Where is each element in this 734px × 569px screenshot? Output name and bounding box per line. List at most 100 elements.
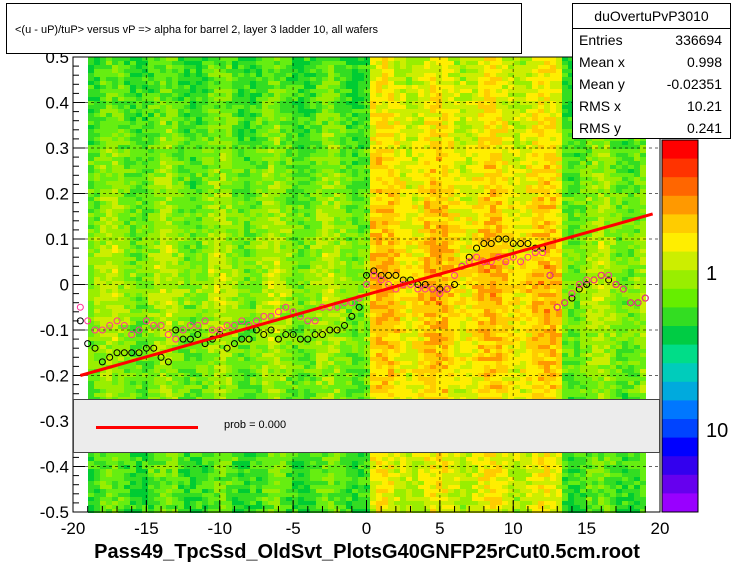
heatmap-cell: [118, 81, 124, 85]
heatmap-cell: [340, 161, 346, 165]
heatmap-cell: [316, 453, 322, 457]
heatmap-cell: [172, 169, 178, 173]
heatmap-cell: [316, 73, 322, 77]
heatmap-cell: [160, 333, 166, 337]
heatmap-cell: [256, 193, 262, 197]
heatmap-cell: [274, 109, 280, 113]
heatmap-cell: [214, 129, 220, 133]
heatmap-cell: [250, 461, 256, 465]
heatmap-cell: [130, 345, 136, 349]
heatmap-cell: [124, 377, 130, 381]
heatmap-cell: [136, 169, 142, 173]
heatmap-cell: [148, 65, 154, 69]
heatmap-cell: [340, 297, 346, 301]
heatmap-cell: [100, 213, 106, 217]
heatmap-cell: [268, 385, 274, 389]
heatmap-cell: [298, 321, 304, 325]
heatmap-cell: [142, 497, 148, 501]
heatmap-cell: [148, 161, 154, 165]
heatmap-cell: [256, 93, 262, 97]
heatmap-cell: [238, 133, 244, 137]
heatmap-cell: [100, 477, 106, 481]
heatmap-cell: [196, 317, 202, 321]
heatmap-cell: [262, 361, 268, 365]
heatmap-cell: [190, 333, 196, 337]
heatmap-cell: [286, 133, 292, 137]
heatmap-cell: [136, 257, 142, 261]
heatmap-cell: [238, 381, 244, 385]
heatmap-cell: [280, 361, 286, 365]
heatmap-cell: [346, 73, 352, 77]
heatmap-cell: [340, 477, 346, 481]
heatmap-cell: [214, 269, 220, 273]
heatmap-cell: [232, 273, 238, 277]
heatmap-cell: [256, 265, 262, 269]
heatmap-cell: [268, 117, 274, 121]
heatmap-cell: [298, 505, 304, 509]
heatmap-cell: [280, 85, 286, 89]
heatmap-cell: [88, 353, 94, 357]
heatmap-cell: [112, 457, 118, 461]
heatmap-cell: [142, 145, 148, 149]
heatmap-cell: [274, 469, 280, 473]
heatmap-cell: [256, 85, 262, 89]
heatmap-cell: [292, 97, 298, 101]
heatmap-cell: [178, 377, 184, 381]
heatmap-cell: [208, 113, 214, 117]
heatmap-cell: [250, 249, 256, 253]
heatmap-cell: [280, 221, 286, 225]
heatmap-cell: [214, 453, 220, 457]
heatmap-cell: [88, 189, 94, 193]
heatmap-cell: [298, 217, 304, 221]
heatmap-cell: [268, 65, 274, 69]
heatmap-cell: [160, 329, 166, 333]
heatmap-cell: [154, 341, 160, 345]
heatmap-cell: [232, 213, 238, 217]
heatmap-cell: [220, 253, 226, 257]
heatmap-cell: [88, 453, 94, 457]
heatmap-cell: [220, 181, 226, 185]
heatmap-cell: [178, 165, 184, 169]
heatmap-cell: [190, 105, 196, 109]
heatmap-cell: [256, 325, 262, 329]
heatmap-cell: [232, 185, 238, 189]
heatmap-cell: [118, 365, 124, 369]
heatmap-cell: [124, 221, 130, 225]
heatmap-cell: [328, 97, 334, 101]
heatmap-cell: [190, 461, 196, 465]
heatmap-cell: [286, 489, 292, 493]
heatmap-cell: [118, 117, 124, 121]
heatmap-cell: [298, 221, 304, 225]
heatmap-cell: [208, 501, 214, 505]
heatmap-cell: [298, 485, 304, 489]
heatmap-cell: [196, 65, 202, 69]
heatmap-cell: [286, 317, 292, 321]
heatmap-cell: [136, 497, 142, 501]
heatmap-cell: [280, 93, 286, 97]
heatmap-cell: [304, 109, 310, 113]
heatmap-cell: [298, 145, 304, 149]
heatmap-cell: [298, 497, 304, 501]
heatmap-cell: [232, 65, 238, 69]
heatmap-cell: [166, 69, 172, 73]
heatmap-cell: [340, 461, 346, 465]
heatmap-cell: [172, 333, 178, 337]
heatmap-cell: [100, 245, 106, 249]
heatmap-cell: [328, 313, 334, 317]
heatmap-cell: [322, 73, 328, 77]
heatmap-cell: [334, 385, 340, 389]
heatmap-cell: [172, 473, 178, 477]
heatmap-cell: [292, 217, 298, 221]
heatmap-cell: [208, 293, 214, 297]
heatmap-cell: [118, 285, 124, 289]
heatmap-cell: [316, 317, 322, 321]
heatmap-cell: [166, 57, 172, 61]
heatmap-cell: [142, 57, 148, 61]
heatmap-cell: [316, 137, 322, 141]
heatmap-cell: [238, 189, 244, 193]
heatmap-cell: [346, 285, 352, 289]
heatmap-cell: [298, 329, 304, 333]
heatmap-cell: [346, 113, 352, 117]
heatmap-cell: [190, 285, 196, 289]
heatmap-cell: [220, 61, 226, 65]
